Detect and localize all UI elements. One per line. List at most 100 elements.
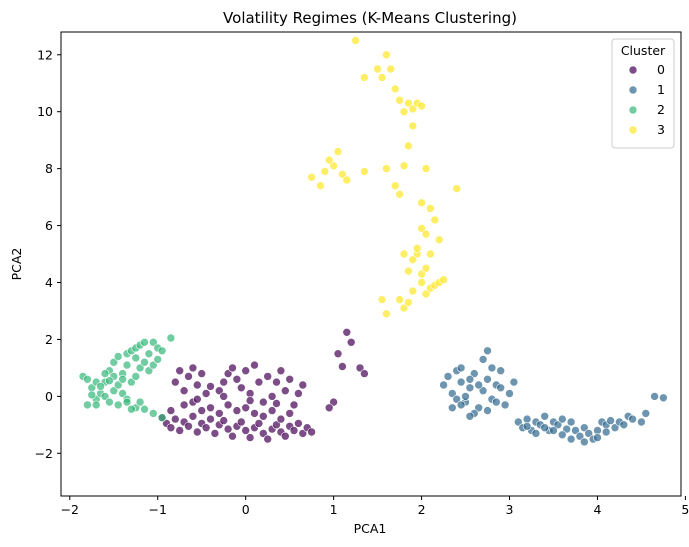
data-point xyxy=(179,400,189,410)
data-point xyxy=(280,386,290,396)
data-point xyxy=(197,406,206,415)
data-point xyxy=(184,421,193,431)
x-tick-label: 2 xyxy=(418,502,426,517)
data-point xyxy=(298,380,308,390)
data-point xyxy=(382,164,391,173)
series-cluster-1 xyxy=(439,346,668,447)
y-tick-label: −2 xyxy=(35,446,53,461)
legend-items: 0 1 2 3 xyxy=(628,62,665,137)
data-point xyxy=(245,433,255,442)
data-point xyxy=(355,363,365,373)
data-point xyxy=(237,383,246,393)
legend-label: 2 xyxy=(657,102,665,117)
data-point xyxy=(109,386,119,396)
data-point xyxy=(135,363,145,373)
data-point xyxy=(505,389,514,398)
data-point xyxy=(245,396,255,405)
data-point xyxy=(659,393,668,403)
data-point xyxy=(404,266,413,276)
data-point xyxy=(113,352,123,361)
data-point xyxy=(456,377,466,387)
legend-box xyxy=(611,38,675,149)
data-point xyxy=(105,397,114,407)
data-point xyxy=(395,295,404,304)
data-point xyxy=(417,269,426,279)
data-point xyxy=(329,397,338,407)
data-point xyxy=(232,406,242,415)
data-point xyxy=(109,357,119,367)
data-point xyxy=(171,377,180,387)
data-point xyxy=(294,419,303,428)
data-point xyxy=(487,363,497,373)
data-point xyxy=(219,416,228,425)
data-point xyxy=(307,172,316,182)
data-point xyxy=(197,369,206,378)
data-point xyxy=(386,64,396,74)
data-point xyxy=(83,374,92,384)
data-point xyxy=(87,390,97,400)
y-tick-label: 8 xyxy=(45,161,53,176)
data-point xyxy=(184,372,193,381)
legend-label: 1 xyxy=(657,82,665,97)
data-point xyxy=(575,431,585,441)
data-point xyxy=(447,403,457,413)
data-point xyxy=(417,224,426,233)
data-point xyxy=(571,426,580,435)
chart-title: Volatility Regimes (K-Means Clustering) xyxy=(223,9,517,27)
data-point xyxy=(122,360,132,370)
data-point xyxy=(338,170,347,179)
data-point xyxy=(593,433,602,442)
data-point xyxy=(140,404,149,414)
data-point xyxy=(377,295,387,304)
data-point xyxy=(351,36,360,45)
data-point xyxy=(294,389,303,398)
data-point xyxy=(579,437,589,447)
data-point xyxy=(637,417,646,427)
data-point xyxy=(206,382,215,391)
data-point xyxy=(579,423,589,433)
data-point xyxy=(338,362,347,371)
data-point xyxy=(360,369,369,378)
data-point xyxy=(404,141,413,151)
data-point xyxy=(408,121,418,131)
data-point xyxy=(179,386,189,396)
data-point xyxy=(193,427,202,437)
x-axis: −2 −1 0 1 2 3 4 5 xyxy=(61,496,689,517)
legend-title: Cluster xyxy=(621,43,666,58)
data-point xyxy=(149,409,158,418)
y-tick-label: 2 xyxy=(45,332,53,347)
data-point xyxy=(140,337,149,347)
data-point xyxy=(641,409,651,418)
data-point xyxy=(465,383,475,393)
data-point xyxy=(500,400,510,410)
data-point xyxy=(483,406,492,415)
data-point xyxy=(478,355,488,364)
data-point xyxy=(245,389,255,398)
data-point xyxy=(522,421,532,431)
data-point xyxy=(285,374,295,384)
data-point xyxy=(157,413,167,423)
data-point xyxy=(404,298,413,307)
series-cluster-2 xyxy=(78,333,176,423)
data-point xyxy=(584,429,594,438)
y-axis: −2 0 2 4 6 8 10 12 xyxy=(35,47,61,461)
data-point xyxy=(96,382,105,391)
data-point xyxy=(421,289,431,299)
data-point xyxy=(113,400,123,410)
data-point xyxy=(399,249,409,259)
data-point xyxy=(263,372,273,381)
data-point xyxy=(206,403,215,413)
data-point xyxy=(557,430,567,440)
data-point xyxy=(333,349,343,359)
data-point xyxy=(619,420,629,430)
data-point xyxy=(223,424,233,434)
data-point xyxy=(474,403,484,413)
data-point xyxy=(219,377,228,387)
y-tick-label: 4 xyxy=(45,275,53,290)
data-point xyxy=(439,380,448,390)
data-point xyxy=(399,107,409,116)
data-point xyxy=(593,426,602,435)
data-point xyxy=(408,104,418,114)
data-point xyxy=(513,417,523,427)
data-point xyxy=(377,73,387,82)
